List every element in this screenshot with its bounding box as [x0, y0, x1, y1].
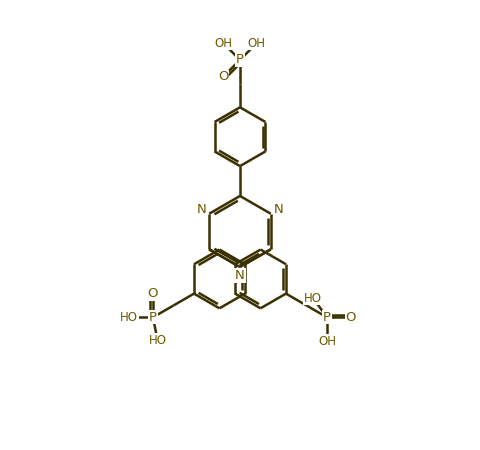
Text: P: P: [323, 311, 331, 324]
Text: N: N: [273, 203, 283, 216]
Text: HO: HO: [120, 311, 138, 324]
Text: OH: OH: [318, 334, 336, 347]
Text: OH: OH: [214, 36, 232, 50]
Text: OH: OH: [248, 36, 266, 50]
Text: O: O: [218, 70, 228, 83]
Text: P: P: [149, 311, 157, 324]
Text: P: P: [236, 54, 244, 67]
Text: HO: HO: [304, 292, 322, 305]
Text: HO: HO: [149, 334, 167, 347]
Text: N: N: [235, 269, 245, 282]
Text: N: N: [197, 203, 207, 216]
Text: O: O: [148, 287, 158, 300]
Text: O: O: [346, 311, 356, 324]
